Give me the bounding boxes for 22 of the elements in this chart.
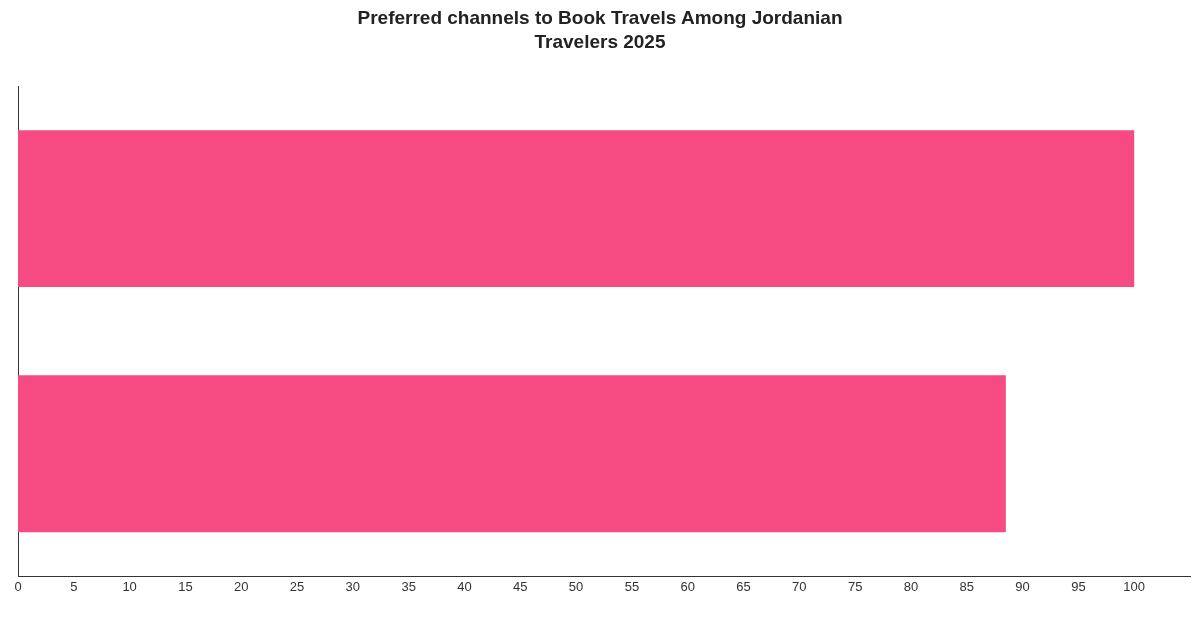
x-tick-label: 85 [959, 578, 974, 594]
x-tick-label: 90 [1015, 578, 1030, 594]
x-tick-label: 10 [122, 578, 137, 594]
x-tick-label: 70 [792, 578, 807, 594]
x-tick-label: 50 [568, 578, 584, 594]
x-tick-label: 55 [624, 578, 640, 594]
x-tick-label: 5 [70, 578, 78, 594]
x-tick-label: 0 [14, 578, 22, 594]
x-tick-label: 100 [1123, 578, 1146, 594]
x-tick-label: 80 [903, 578, 919, 594]
x-tick-label: 75 [847, 578, 863, 594]
x-tick-label: 25 [289, 578, 305, 594]
chart-title: Preferred channels to Book Travels Among Jordanian Travelers 2025 [356, 6, 844, 54]
x-tick-label: 15 [178, 578, 193, 594]
x-tick-label: 65 [736, 578, 751, 594]
x-tick-label: 35 [401, 578, 416, 594]
x-tick-label: 60 [680, 578, 695, 594]
x-tick-label: 30 [345, 578, 361, 594]
x-tick-label: 45 [513, 578, 528, 594]
x-tick-label: 20 [234, 578, 249, 594]
x-tick-label: 40 [457, 578, 472, 594]
x-tick-label: 95 [1071, 578, 1086, 594]
